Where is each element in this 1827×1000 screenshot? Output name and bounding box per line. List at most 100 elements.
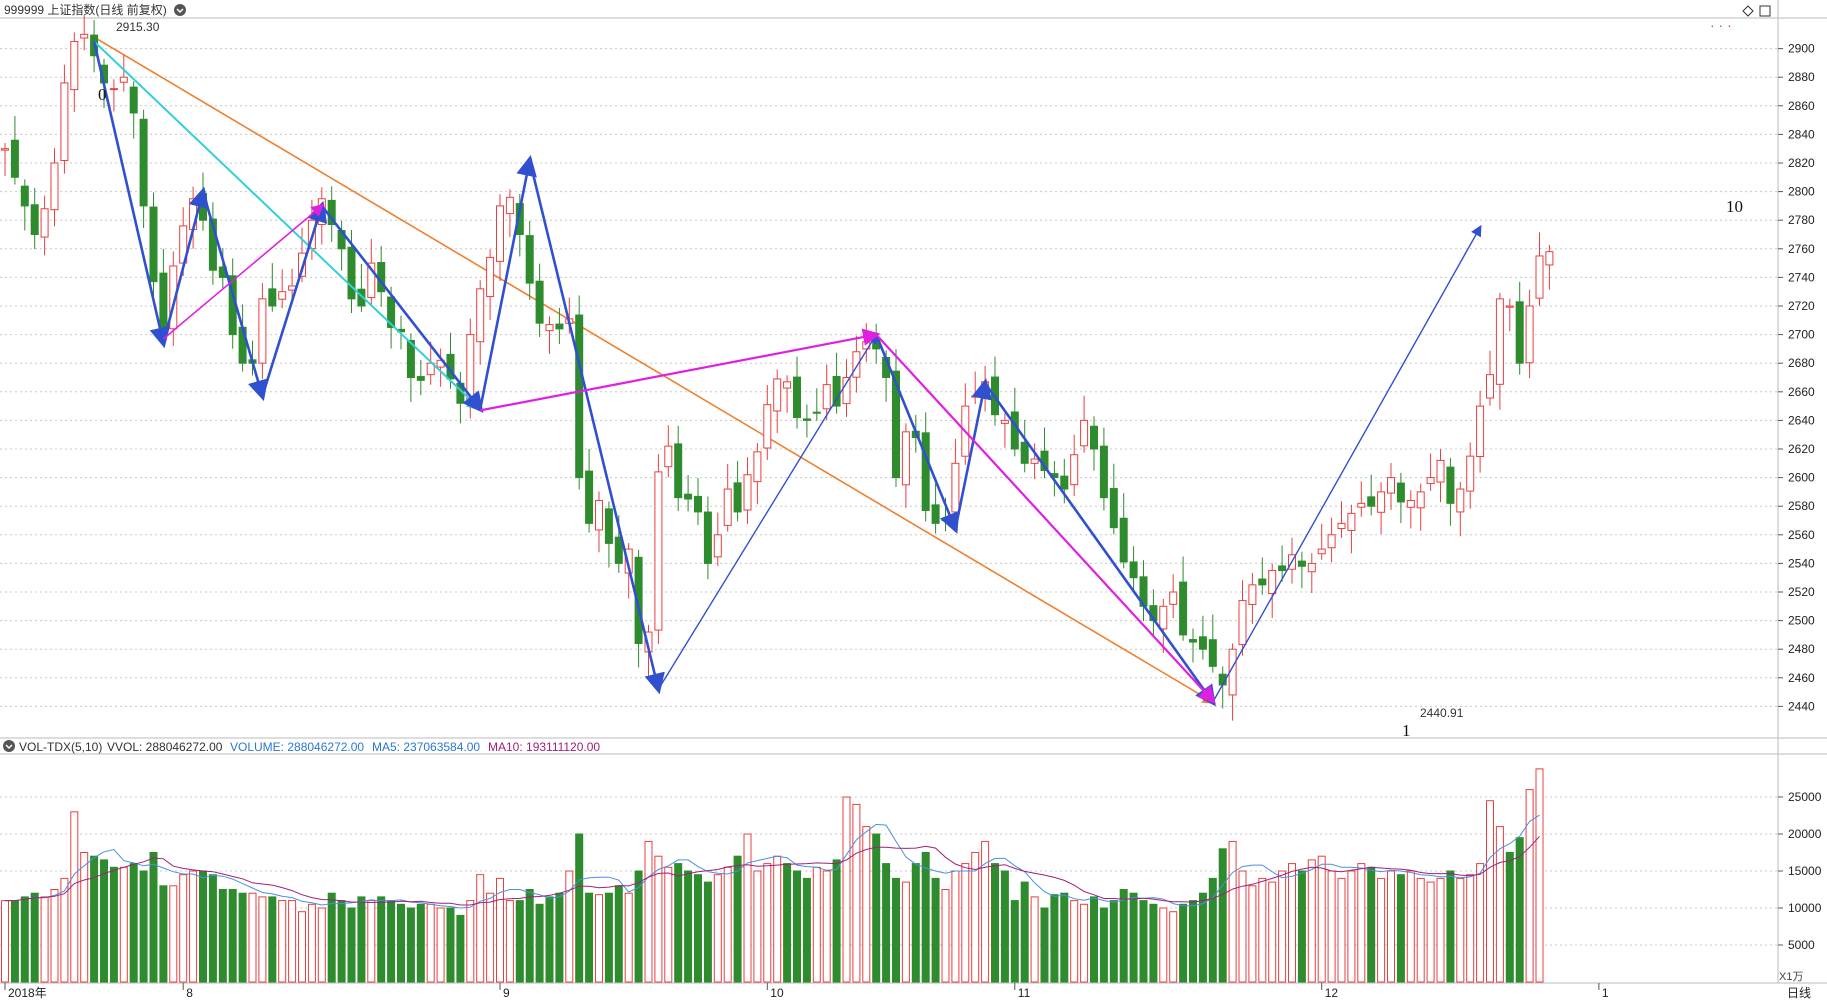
candle-body: [1248, 584, 1257, 605]
candle-body: [30, 204, 39, 236]
volume-tick-label: 15000: [1788, 864, 1822, 878]
candle-body: [406, 339, 415, 378]
blue-wave-arrow: [162, 186, 210, 344]
candle-body: [575, 314, 584, 479]
candle-body: [149, 206, 158, 283]
candle-body: [159, 272, 168, 328]
volume-bar: [1080, 903, 1089, 983]
candle-body: [703, 511, 712, 564]
candle-body: [70, 40, 79, 91]
volume-bar: [812, 866, 821, 983]
price-tick-label: 2520: [1788, 585, 1815, 599]
volume-bar: [1377, 877, 1386, 983]
volume-bar: [456, 914, 465, 983]
candle-body: [486, 256, 495, 298]
price-tick-label: 2820: [1788, 156, 1815, 170]
volume-bar: [525, 889, 534, 983]
candle-body: [1377, 491, 1386, 513]
volume-bar: [644, 840, 653, 983]
volume-bar: [931, 877, 940, 983]
candle-body: [1159, 605, 1168, 630]
volume-bar: [476, 874, 485, 983]
cyan-trend-line: [93, 40, 484, 412]
month-tick-label: 2018年: [8, 986, 47, 1000]
volume-bar: [535, 903, 544, 983]
volume-bar: [416, 903, 425, 983]
title-dropdown-icon[interactable]: [174, 4, 186, 16]
month-tick-label: 9: [503, 986, 510, 1000]
volume-bar: [109, 866, 118, 983]
volume-bar: [1288, 863, 1296, 983]
candle-body: [1456, 488, 1465, 513]
magenta-wave-arrow: [875, 333, 1216, 704]
candle-body: [773, 378, 782, 412]
volume-bar: [367, 900, 376, 983]
volume-bar: [941, 889, 950, 983]
candle-body: [1268, 570, 1277, 595]
volume-bar: [406, 907, 415, 983]
volume-bar: [1258, 877, 1267, 983]
volume-bar: [30, 892, 39, 983]
volume-bar: [436, 907, 445, 983]
high-label: 2915.30: [116, 20, 160, 34]
vol-dropdown-icon[interactable]: [3, 740, 15, 752]
trend-lines: [93, 36, 1216, 704]
price-tick-label: 2580: [1788, 499, 1815, 513]
vol-ma10-value: MA10: 193111120.00: [488, 740, 600, 754]
candle-body: [347, 246, 356, 300]
candle-body: [1416, 491, 1425, 509]
volume-bar: [505, 900, 514, 983]
volume-bar: [1020, 881, 1029, 983]
candle-body: [1020, 441, 1029, 464]
volume-bar: [892, 877, 900, 983]
volume-bar: [852, 803, 861, 983]
candle-body: [852, 351, 861, 378]
candle-body: [1337, 522, 1346, 529]
window-icon[interactable]: [1759, 5, 1771, 17]
candle-body: [169, 265, 178, 330]
vol-unit-label: X1万: [1779, 971, 1803, 983]
volume-bar: [694, 874, 702, 983]
candle-body: [1109, 488, 1118, 529]
candle-body: [832, 376, 841, 407]
volume-bar: [1050, 894, 1059, 983]
candle-body: [614, 536, 623, 564]
price-tick-label: 2500: [1788, 614, 1815, 628]
volume-bar: [228, 889, 237, 983]
volume-bar: [426, 903, 435, 983]
volume-tick-label: 20000: [1788, 827, 1822, 841]
candle-body: [921, 432, 930, 511]
volume-bar: [1387, 870, 1395, 983]
candle-body: [901, 431, 910, 486]
blue-wave-arrow: [261, 200, 328, 397]
volume-bar: [1228, 840, 1237, 983]
candle-body: [892, 370, 900, 479]
period-label[interactable]: 日线: [1787, 986, 1811, 1000]
volume-bar: [189, 870, 198, 983]
volume-bar: [248, 892, 257, 983]
candle-body: [10, 139, 19, 178]
volume-bar: [100, 859, 108, 983]
volume-bar: [951, 870, 960, 983]
volume-bar: [1476, 863, 1485, 983]
candle-body: [387, 296, 396, 328]
candle-body: [109, 88, 118, 91]
candle-body: [1119, 517, 1128, 563]
volume-bar: [1040, 907, 1049, 983]
price-tick-label: 2460: [1788, 671, 1815, 685]
volume-bar: [1010, 900, 1019, 983]
wave-label-0: 0: [98, 85, 107, 104]
volume-bar: [1179, 903, 1188, 983]
volume-bar: [1456, 877, 1465, 983]
volume-bar: [347, 907, 356, 983]
volume-bar: [624, 892, 633, 983]
volume-bar: [743, 833, 752, 983]
candle-body: [60, 82, 69, 161]
candle-body: [208, 218, 217, 271]
volume-bar: [337, 900, 346, 983]
candle-body: [1327, 534, 1336, 549]
volume-bar: [1367, 866, 1376, 983]
volume-bar: [783, 863, 792, 983]
diamond-icon[interactable]: [1742, 5, 1754, 17]
candle-body: [585, 470, 594, 524]
